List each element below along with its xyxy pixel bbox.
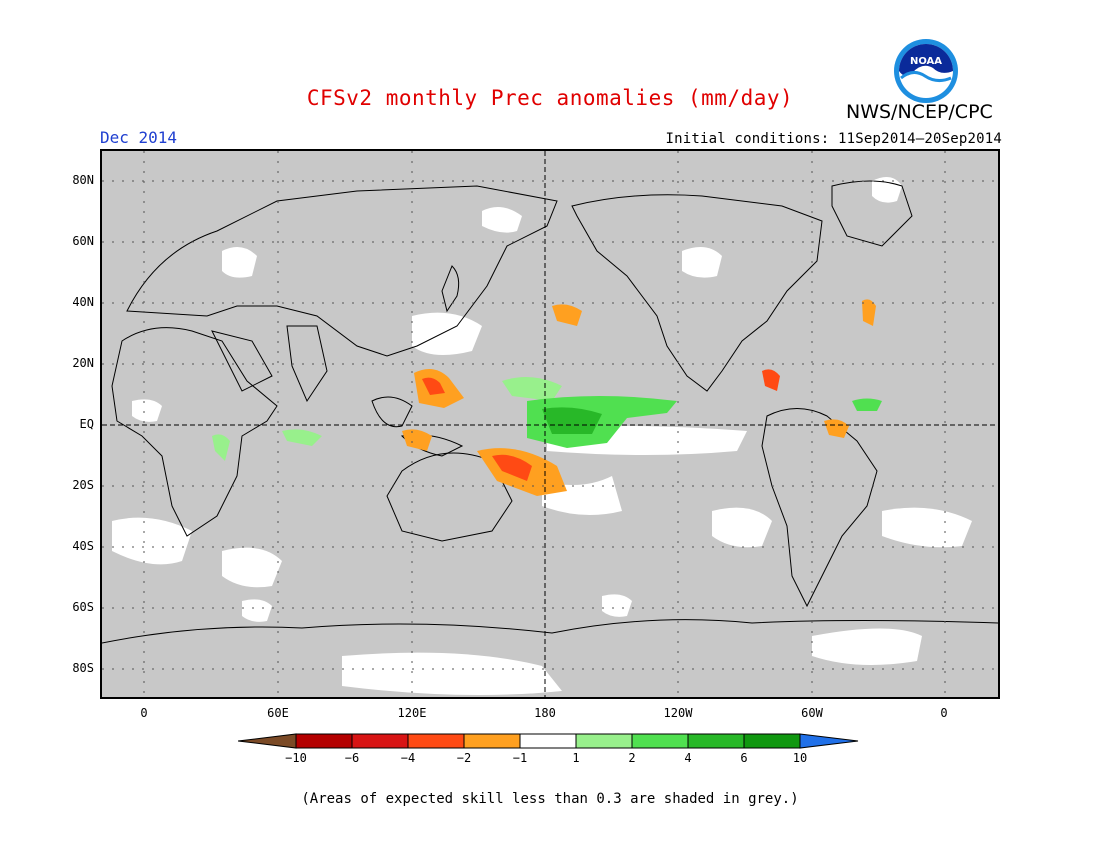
- lat-label: 20N: [72, 356, 94, 370]
- colorbar-arrow-low: [238, 733, 297, 749]
- negative-anomaly-areas: [402, 299, 876, 496]
- colorbar-tick-label: −10: [285, 751, 307, 765]
- colorbar-swatch: [631, 733, 689, 749]
- colorbar-arrow-high: [799, 733, 859, 749]
- colorbar-tick-label: −6: [344, 751, 360, 765]
- colorbar-tick-label: −2: [456, 751, 472, 765]
- colorbar: [238, 733, 859, 749]
- colorbar-swatch: [351, 733, 409, 749]
- lon-label: 60E: [267, 706, 289, 720]
- lat-label: 60N: [72, 234, 94, 248]
- equator-dateline: [102, 151, 998, 697]
- lat-label: 60S: [72, 600, 94, 614]
- lon-label: 60W: [801, 706, 823, 720]
- lat-label: 80N: [72, 173, 94, 187]
- colorbar-swatch: [295, 733, 353, 749]
- skill-footnote: (Areas of expected skill less than 0.3 a…: [301, 791, 799, 807]
- colorbar-tick-label: −1: [512, 751, 528, 765]
- colorbar-tick-label: 4: [684, 751, 692, 765]
- lon-label: 0: [140, 706, 148, 720]
- positive-anomaly-areas: [212, 377, 882, 461]
- colorbar-swatch: [687, 733, 745, 749]
- lat-label: 40N: [72, 295, 94, 309]
- lon-label: 180: [534, 706, 556, 720]
- colorbar-tick-label: 2: [628, 751, 636, 765]
- chart-title: CFSv2 monthly Prec anomalies (mm/day): [306, 86, 794, 110]
- agency-label: NWS/NCEP/CPC: [846, 101, 993, 123]
- colorbar-tick-label: 1: [572, 751, 580, 765]
- colorbar-tick-label: −4: [400, 751, 416, 765]
- colorbar-swatch: [407, 733, 465, 749]
- lon-label: 0: [940, 706, 948, 720]
- anomaly-map: [100, 149, 1000, 699]
- noaa-logo: NOAA: [894, 39, 958, 103]
- colorbar-swatch: [463, 733, 521, 749]
- colorbar-swatch: [575, 733, 633, 749]
- lon-label: 120W: [663, 706, 693, 720]
- colorbar-tick-label: 6: [740, 751, 748, 765]
- lat-label: EQ: [79, 417, 94, 431]
- lat-label: 80S: [72, 661, 94, 675]
- colorbar-tick-label: 10: [792, 751, 808, 765]
- lon-label: 120E: [397, 706, 427, 720]
- noaa-logo-text: NOAA: [910, 56, 942, 67]
- lat-lon-grid: [102, 151, 998, 697]
- colorbar-swatch: [519, 733, 577, 749]
- forecast-month: Dec 2014: [100, 128, 178, 147]
- coastlines: [102, 180, 998, 644]
- initial-conditions: Initial conditions: 11Sep2014–20Sep2014: [665, 131, 1002, 147]
- lat-label: 40S: [72, 539, 94, 553]
- colorbar-swatch: [743, 733, 801, 749]
- lat-label: 20S: [72, 478, 94, 492]
